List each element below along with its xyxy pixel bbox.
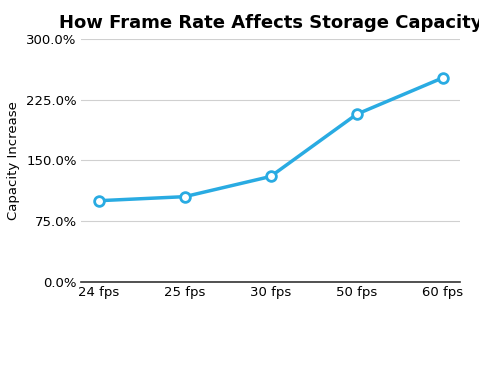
Title: How Frame Rate Affects Storage Capacity: How Frame Rate Affects Storage Capacity [59, 14, 479, 32]
Y-axis label: Capacity Increase: Capacity Increase [7, 101, 21, 220]
